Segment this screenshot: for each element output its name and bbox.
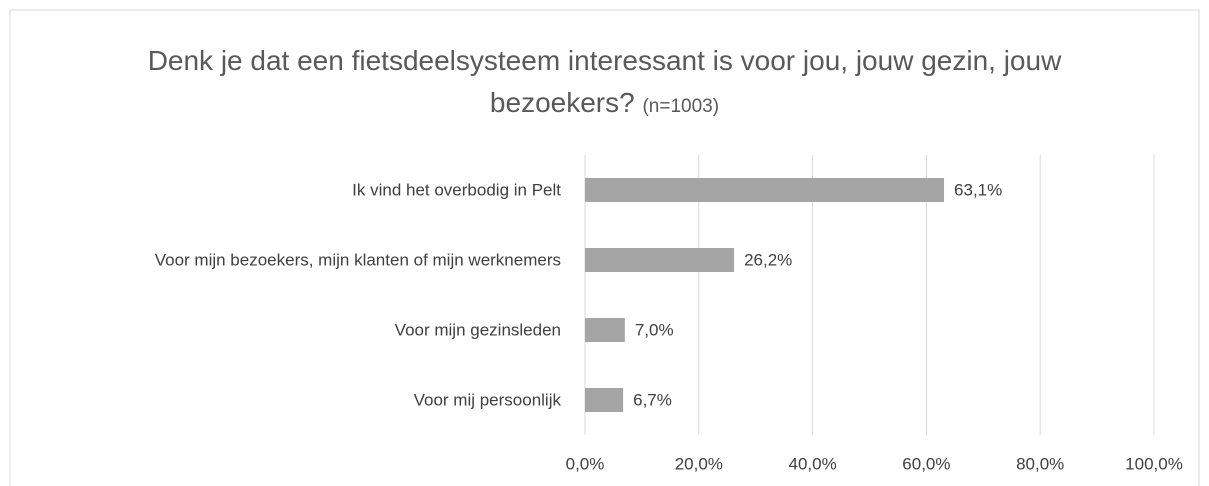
x-tick-label: 100,0%	[1125, 454, 1183, 473]
chart-frame	[9, 9, 1200, 486]
value-label: 26,2%	[744, 250, 792, 269]
x-tick-label: 40,0%	[788, 454, 836, 473]
bar	[585, 178, 945, 202]
x-tick-label: 0,0%	[566, 454, 605, 473]
bar	[585, 318, 625, 342]
chart-subtitle: (n=1003)	[642, 96, 720, 117]
y-tick-label: Voor mijn bezoekers, mijn klanten of mij…	[155, 250, 561, 269]
y-tick-label: Ik vind het overbodig in Pelt	[352, 180, 561, 199]
y-tick-label: Voor mij persoonlijk	[414, 390, 562, 409]
x-tick-label: 60,0%	[902, 454, 950, 473]
x-tick-label: 20,0%	[675, 454, 723, 473]
chart-title-block: Denk je dat een fietsdeelsysteem interes…	[120, 40, 1089, 128]
bar	[585, 388, 624, 412]
value-label: 6,7%	[633, 390, 672, 409]
value-label: 63,1%	[954, 180, 1002, 199]
chart-title: Denk je dat een fietsdeelsysteem interes…	[147, 45, 1062, 118]
bar	[585, 248, 735, 272]
y-tick-label: Voor mijn gezinsleden	[395, 320, 561, 339]
value-label: 7,0%	[635, 320, 674, 339]
x-tick-label: 80,0%	[1016, 454, 1064, 473]
